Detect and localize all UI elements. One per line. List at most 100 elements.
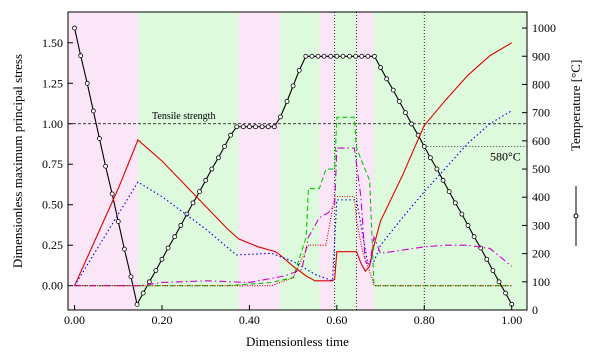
marker: [146, 279, 152, 285]
marker: [115, 219, 121, 224]
marker: [184, 211, 190, 217]
marker: [153, 268, 159, 273]
marker: [140, 290, 146, 296]
reference-label: 580°C: [490, 149, 521, 163]
marker: [240, 124, 246, 130]
marker: [247, 124, 252, 130]
marker: [421, 144, 427, 149]
marker: [471, 234, 477, 240]
reference-label: Tensile strength: [152, 111, 215, 122]
marker: [496, 279, 502, 285]
y-tick-label: 1.00: [42, 117, 63, 131]
marker: [97, 136, 102, 141]
marker: [109, 191, 115, 197]
shaded-region: [334, 12, 357, 310]
marker: [121, 246, 127, 252]
marker: [365, 53, 371, 59]
marker: [303, 53, 309, 59]
marker: [378, 65, 383, 70]
marker: [271, 124, 277, 130]
marker: [159, 256, 165, 262]
y2-tick-label: 100: [532, 275, 550, 289]
y2-tick-label: 500: [532, 162, 550, 176]
series-line: [74, 110, 512, 286]
y-tick-label: 0.50: [42, 198, 63, 212]
marker: [390, 87, 396, 93]
marker: [372, 53, 377, 59]
marker: [222, 144, 227, 149]
y2-tick-label: 0: [532, 303, 538, 317]
marker: [134, 301, 140, 307]
marker: [452, 200, 458, 206]
marker: [446, 189, 452, 194]
x-tick-label: 0.00: [64, 313, 85, 327]
marker: [396, 98, 402, 104]
marker: [165, 245, 171, 251]
shaded-region: [238, 12, 281, 310]
marker: [190, 200, 196, 206]
marker: [434, 166, 440, 172]
marker: [253, 124, 258, 130]
marker: [178, 223, 184, 228]
y-tick-label: 0.25: [42, 238, 63, 252]
y-tick-label: 0.75: [42, 157, 63, 171]
marker: [234, 124, 240, 130]
marker: [353, 53, 359, 59]
marker: [290, 83, 296, 89]
marker: [340, 53, 346, 59]
y-tick-label: 1.25: [42, 76, 63, 90]
y2-tick-label: 200: [532, 247, 550, 261]
marker: [384, 76, 390, 82]
marker: [490, 268, 496, 273]
shaded-region: [68, 12, 138, 310]
marker: [315, 53, 321, 59]
marker: [484, 256, 490, 262]
marker: [172, 234, 178, 240]
shaded-region: [137, 12, 239, 310]
shaded-region: [319, 12, 335, 310]
marker: [328, 53, 334, 59]
y2-tick-label: 300: [532, 218, 550, 232]
x-tick-label: 0.20: [151, 313, 172, 327]
marker: [459, 211, 465, 217]
marker: [78, 53, 84, 59]
shaded-region: [356, 12, 374, 310]
y2-axis-title-group: Temperature [°C]: [568, 60, 583, 246]
marker: [197, 189, 202, 194]
marker: [259, 124, 265, 130]
y2-axis-title: Temperature [°C]: [568, 60, 583, 151]
y2-tick-label: 600: [532, 134, 550, 148]
marker: [284, 98, 290, 104]
marker: [409, 121, 414, 127]
plot-frame: [67, 11, 528, 311]
y2-tick-label: 700: [532, 106, 550, 120]
marker: [465, 223, 471, 228]
series-line: [74, 42, 512, 286]
marker: [228, 132, 234, 138]
marker: [403, 110, 408, 116]
marker: [215, 155, 221, 161]
x-tick-label: 0.80: [414, 313, 435, 327]
marker: [278, 114, 283, 120]
marker: [296, 67, 302, 73]
x-tick-label: 0.40: [239, 313, 260, 327]
y2-legend-marker: [573, 213, 579, 219]
marker: [203, 177, 209, 183]
marker: [503, 290, 508, 296]
marker: [359, 53, 365, 59]
y-tick-label: 0.00: [42, 279, 63, 293]
marker: [309, 53, 315, 59]
y2-tick-label: 800: [532, 77, 550, 91]
y-tick-label: 1.50: [42, 36, 63, 50]
marker: [427, 155, 433, 161]
marker: [334, 53, 340, 59]
y2-tick-label: 900: [532, 49, 550, 63]
marker: [321, 53, 327, 59]
marker: [72, 25, 77, 31]
marker: [347, 53, 352, 59]
marker: [128, 274, 134, 280]
x-tick-label: 0.60: [326, 313, 347, 327]
marker: [440, 177, 446, 183]
series-line: [74, 116, 512, 287]
